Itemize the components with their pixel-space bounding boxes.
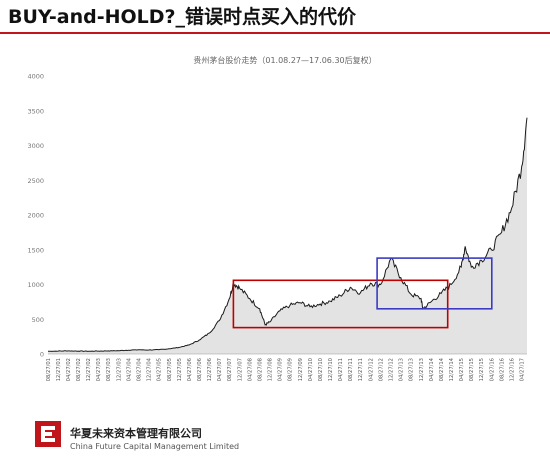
y-tick-label: 0	[40, 351, 44, 359]
x-tick-label: 08/27/10	[318, 358, 324, 381]
x-tick-label: 08/27/13	[409, 358, 415, 381]
x-tick-label: 08/27/12	[378, 358, 384, 381]
price-area	[48, 117, 527, 354]
y-tick-label: 1500	[27, 246, 44, 254]
x-tick-label: 12/27/15	[479, 358, 485, 381]
x-tick-label: 12/27/01	[56, 358, 62, 381]
slide-title: BUY-and-HOLD?_错误时点买入的代价	[8, 6, 357, 28]
company-name-en: China Future Capital Management Limited	[70, 442, 240, 451]
x-tick-label: 08/27/06	[197, 358, 203, 381]
stock-chart: 贵州茅台股价走势（01.08.27—17.06.30后复权） 0 500 1000 1…	[0, 40, 550, 410]
x-tick-label: 12/27/09	[298, 358, 304, 381]
x-tick-label: 12/27/05	[177, 358, 183, 381]
x-tick-label: 08/27/14	[439, 357, 445, 381]
x-tick-label: 04/27/03	[96, 358, 102, 381]
x-axis: 08/27/01 12/27/01 04/27/02 08/27/02 12/27/02…	[46, 357, 526, 381]
company-logo	[35, 421, 61, 447]
chart-title: 贵州茅台股价走势（01.08.27—17.06.30后复权）	[193, 55, 376, 65]
x-tick-label: 12/27/14	[449, 357, 455, 381]
x-tick-label: 08/27/16	[499, 358, 505, 381]
x-tick-label: 08/27/02	[76, 358, 82, 381]
x-tick-label: 08/27/08	[258, 358, 264, 381]
y-tick-label: 2000	[27, 212, 44, 220]
x-tick-label: 12/27/12	[389, 358, 395, 381]
x-tick-label: 08/27/09	[288, 358, 294, 381]
y-tick-label: 1000	[27, 281, 44, 289]
x-tick-label: 08/27/07	[227, 358, 233, 381]
x-tick-label: 04/27/12	[368, 358, 374, 381]
x-tick-label: 04/27/08	[247, 358, 253, 381]
x-tick-label: 12/27/08	[268, 358, 274, 381]
x-tick-label: 04/27/16	[489, 358, 495, 381]
y-tick-label: 3500	[27, 107, 44, 115]
x-tick-label: 12/27/16	[510, 358, 516, 381]
x-tick-label: 12/27/13	[419, 358, 425, 381]
x-tick-label: 12/27/11	[358, 358, 364, 381]
x-tick-label: 12/27/03	[116, 358, 122, 381]
y-tick-label: 500	[32, 316, 44, 324]
x-tick-label: 04/27/14	[429, 357, 435, 381]
x-tick-label: 08/27/04	[137, 357, 143, 381]
x-tick-label: 08/27/11	[348, 358, 354, 381]
x-tick-label: 12/27/02	[86, 358, 92, 381]
blue-annotation-box	[376, 257, 493, 310]
x-tick-label: 08/27/01	[46, 358, 52, 381]
x-tick-label: 08/27/15	[469, 358, 475, 381]
x-tick-label: 04/27/07	[217, 358, 223, 381]
x-tick-label: 12/27/04	[147, 357, 153, 381]
x-tick-label: 04/27/09	[278, 358, 284, 381]
x-tick-label: 04/27/04	[126, 357, 132, 381]
price-line	[48, 117, 528, 352]
x-tick-label: 04/27/13	[399, 358, 405, 381]
y-tick-label: 2500	[27, 177, 44, 185]
chart-canvas: 贵州茅台股价走势（01.08.27—17.06.30后复权） 0 500 1000 1…	[27, 55, 528, 381]
y-tick-label: 3000	[27, 142, 44, 150]
y-axis: 0 500 1000 1500 2000 2500 3000 3500 4000	[27, 73, 44, 359]
red-annotation-box	[232, 279, 449, 329]
x-tick-label: 12/27/06	[207, 358, 213, 381]
x-tick-label: 04/27/05	[157, 358, 163, 381]
x-tick-label: 08/27/05	[167, 358, 173, 381]
annotation-boxes	[232, 257, 493, 329]
x-tick-label: 12/27/07	[237, 358, 243, 381]
x-tick-label: 04/27/10	[308, 358, 314, 381]
x-tick-label: 08/27/03	[106, 358, 112, 381]
y-tick-label: 4000	[27, 73, 44, 81]
x-tick-label: 04/27/02	[66, 358, 72, 381]
x-tick-label: 04/27/06	[187, 358, 193, 381]
x-tick-label: 04/27/11	[338, 358, 344, 381]
x-tick-label: 12/27/10	[328, 358, 334, 381]
x-tick-label: 04/27/17	[520, 358, 526, 381]
company-name-cn: 华夏未来资本管理有限公司	[70, 427, 202, 440]
x-tick-label: 04/27/15	[459, 358, 465, 381]
title-divider	[0, 32, 550, 34]
